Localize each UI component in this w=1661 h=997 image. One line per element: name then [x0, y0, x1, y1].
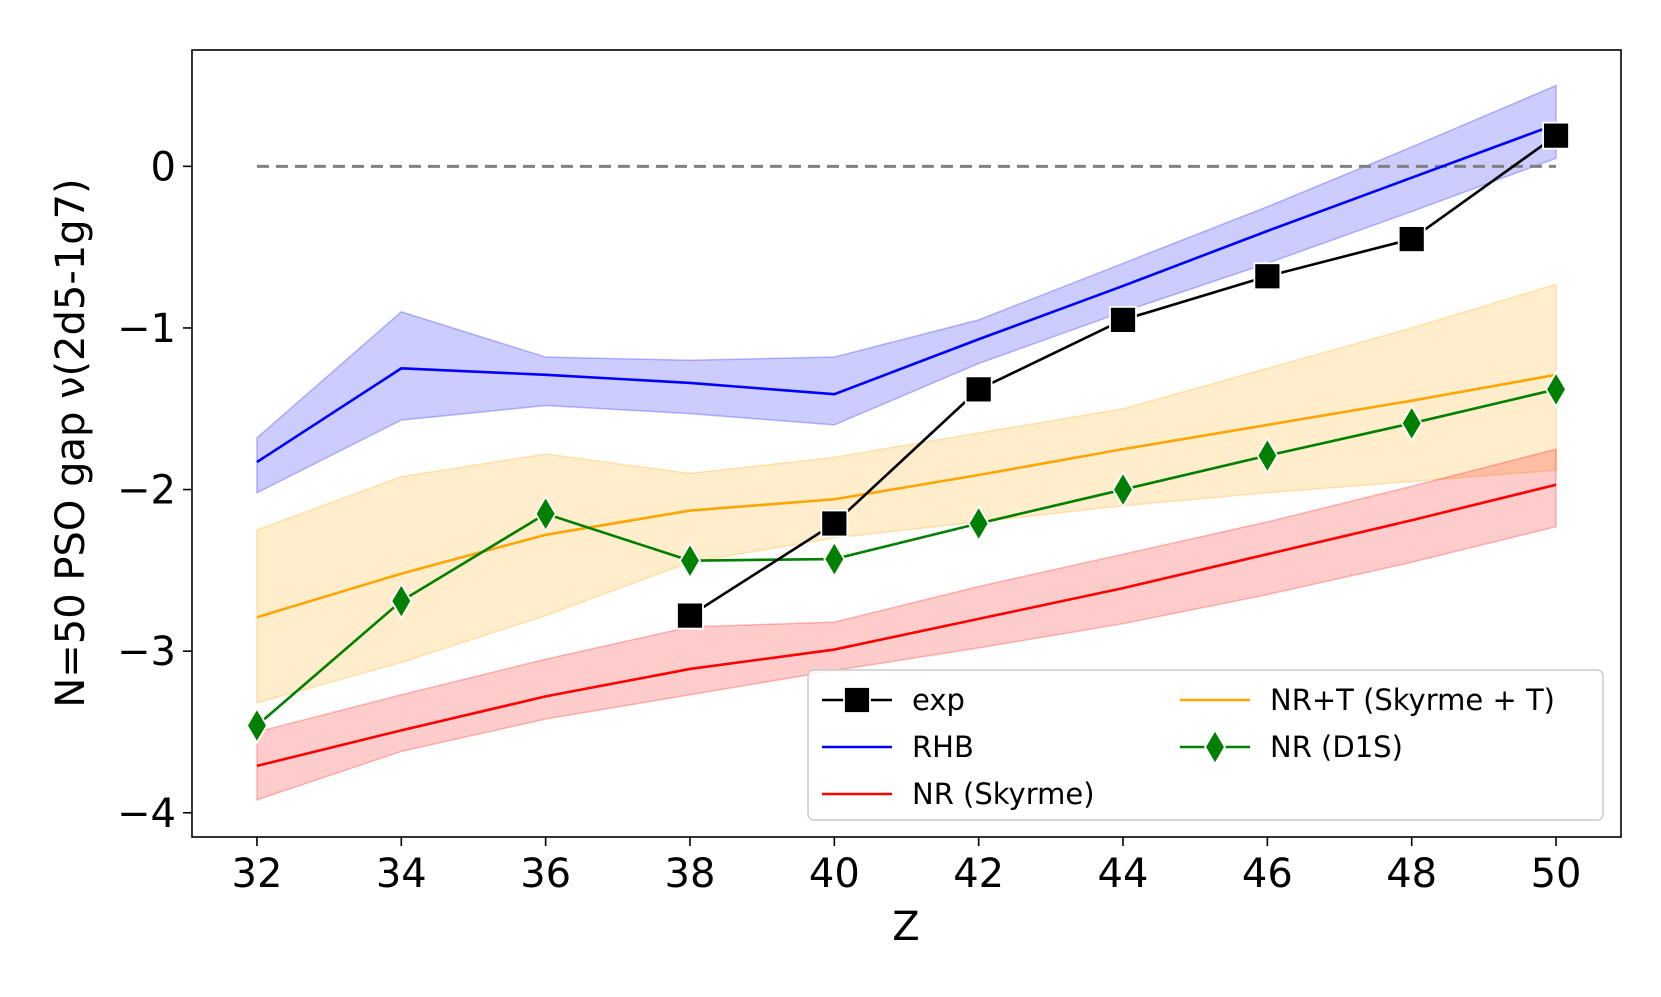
plot-frame	[191, 49, 1622, 838]
legend-swatch-marker	[843, 686, 871, 714]
x-axis: 32 34 36 38 40 42 44 46 48 50	[232, 837, 1582, 897]
legend-entry-nr-t-skyrme-t: NR+T (Skyrme + T)	[1180, 683, 1555, 717]
legend-entry-exp: exp	[822, 683, 965, 717]
x-tick-label: 32	[232, 851, 283, 897]
exp-point	[964, 375, 993, 404]
x-tick-label: 38	[665, 851, 716, 897]
nr-d1s-point	[1111, 470, 1135, 509]
series-rhb	[256, 123, 1557, 464]
x-tick-label: 34	[376, 851, 427, 897]
x-tick-label: 50	[1531, 851, 1582, 897]
rhb-band	[256, 84, 1557, 495]
nr-d1s-line	[256, 388, 1557, 727]
nr-d1s-point	[823, 540, 846, 578]
nr-d1s-point	[1400, 404, 1423, 443]
nr-d1s-point	[1256, 436, 1279, 475]
exp-point	[820, 509, 849, 538]
y-axis: −4 −3 −2 −1 0	[117, 144, 192, 837]
x-tick-label: 46	[1242, 851, 1293, 897]
y-tick-label: −2	[117, 468, 176, 514]
nr-t-skyrme-t-line	[256, 373, 1557, 619]
nr-t-band	[256, 283, 1557, 704]
y-tick-label: −4	[117, 791, 176, 837]
nr-d1s-point	[1545, 370, 1568, 409]
legend-label: NR+T (Skyrme + T)	[1270, 683, 1555, 717]
series-nr-t-skyrme-t	[256, 373, 1557, 619]
legend-entry-nr-skyrme: NR (Skyrme)	[822, 777, 1095, 811]
nr-d1s-point	[390, 582, 413, 620]
exp-point	[676, 601, 704, 630]
y-tick-label: −3	[117, 629, 176, 675]
x-tick-label: 42	[953, 851, 1004, 897]
x-tick-label: 36	[520, 851, 571, 897]
exp-point	[1397, 225, 1426, 253]
legend-label: RHB	[912, 730, 974, 764]
legend-swatch-marker	[1203, 728, 1227, 766]
nr-skyrme-line	[256, 483, 1557, 768]
legend-label: NR (D1S)	[1270, 730, 1403, 764]
legend-entry-nr-d1s: NR (D1S)	[1180, 728, 1403, 766]
x-tick-label: 40	[809, 851, 860, 897]
series-nr-skyrme	[256, 483, 1557, 768]
nr-d1s-point	[534, 495, 557, 533]
rhb-line	[256, 123, 1557, 464]
exp-point	[1109, 305, 1137, 334]
x-tick-label: 48	[1386, 851, 1437, 897]
series-exp	[676, 121, 1570, 630]
series-nr-d1s	[245, 370, 1568, 745]
legend: exp RHB NR (Skyrme) NR+T (Skyrme + T) NR (D1…	[807, 669, 1604, 821]
nr-skyrme-band	[256, 448, 1557, 801]
y-axis-title: N=50 PSO gap ν(2d5-1g7)	[48, 178, 94, 707]
uncertainty-bands	[256, 84, 1557, 801]
nr-d1s-point	[967, 504, 990, 543]
exp-point	[1542, 121, 1570, 150]
y-tick-label: 0	[151, 144, 176, 190]
x-tick-label: 44	[1098, 851, 1149, 897]
legend-label: exp	[912, 683, 965, 717]
nr-d1s-point	[678, 541, 702, 580]
exp-point	[1253, 262, 1282, 291]
legend-entry-rhb: RHB	[822, 730, 974, 764]
x-axis-title: Z	[892, 904, 919, 950]
y-tick-label: −1	[117, 306, 176, 352]
nr-d1s-point	[245, 706, 268, 745]
legend-label: NR (Skyrme)	[912, 777, 1095, 811]
data-series	[245, 121, 1570, 768]
